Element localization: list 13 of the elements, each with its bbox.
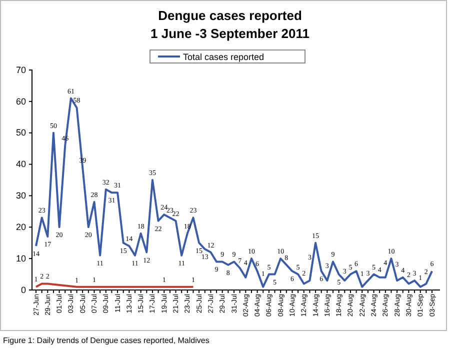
- chart-title: Dengue cases reported: [158, 8, 302, 23]
- y-tick-label: 30: [16, 190, 26, 201]
- caption: Figure 1: Daily trends of Dengue cases reported, Maldives: [3, 336, 210, 345]
- line-series: [35, 97, 433, 288]
- y-tick-label: 20: [16, 222, 26, 232]
- y-tick-label: 50: [16, 128, 26, 138]
- y-tick-label: 70: [16, 64, 26, 75]
- y-tick-label: 0: [20, 284, 26, 295]
- legend-label: Total cases reported: [183, 52, 264, 62]
- chart-subtitle: 1 June -3 September 2011: [150, 26, 310, 41]
- y-tick-label: 10: [16, 253, 26, 264]
- y-tick-label: 40: [16, 159, 26, 170]
- y-tick-label: 60: [16, 96, 26, 106]
